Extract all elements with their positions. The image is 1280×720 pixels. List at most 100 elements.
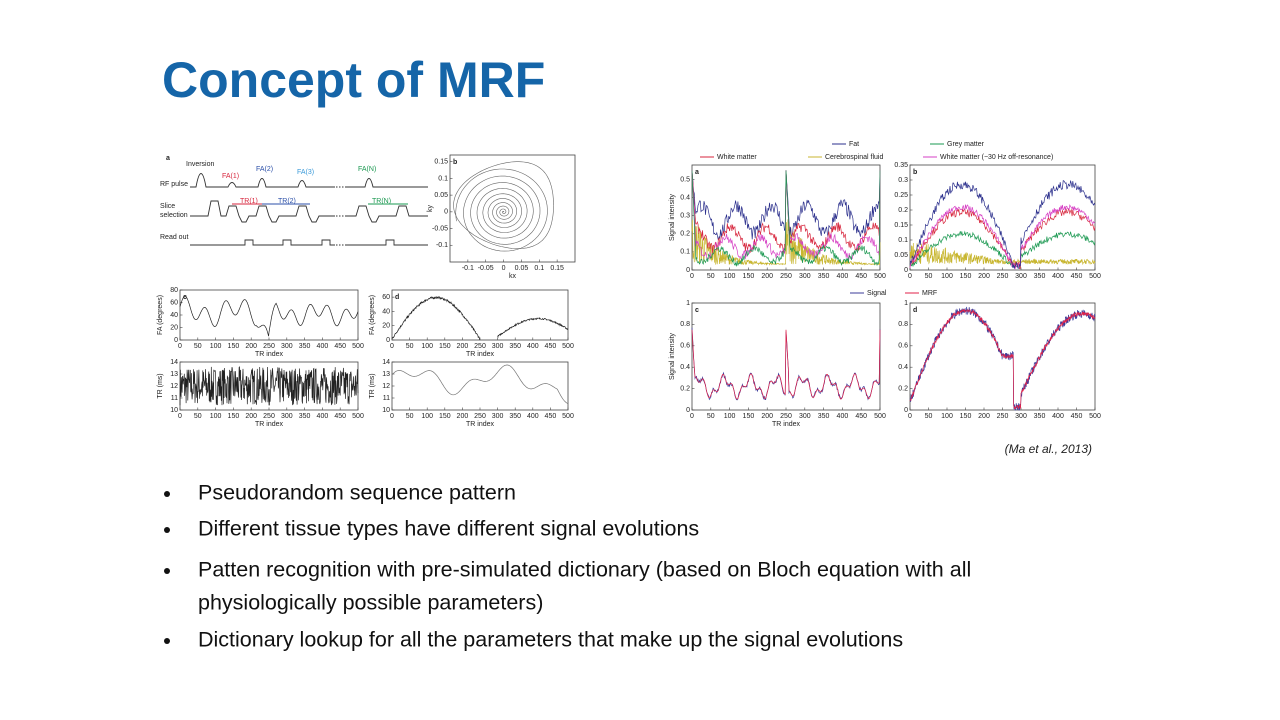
panel-label: a [166,155,170,162]
y-tick-label: 0.3 [680,213,690,220]
curve [909,242,1096,266]
y-tick-label: 1 [686,300,690,307]
y-tick-label: 0.4 [680,364,690,371]
y-tick-label: 12 [382,383,390,390]
curve [691,329,881,400]
x-tick-label: 50 [925,273,933,280]
x-tick-label: 250 [780,413,792,420]
slice-trace [345,205,428,223]
x-tick-label: 500 [562,343,574,350]
y-tick-label: 0.1 [898,237,908,244]
x-tick-label: 400 [527,343,539,350]
y-axis-label: Signal intensity [669,193,676,241]
x-tick-label: 50 [194,343,202,350]
y-tick-label: -0.1 [436,242,448,249]
x-tick-label: 450 [334,343,346,350]
curve [909,308,1096,410]
x-tick-label: 0 [390,413,394,420]
x-tick-label: 100 [210,343,222,350]
y-tick-label: 0.2 [680,231,690,238]
x-tick-label: 250 [263,413,275,420]
label: Read out [160,234,188,241]
x-tick-label: 400 [317,343,329,350]
bullet-text: Dictionary lookup for all the parameters… [198,628,903,652]
label: FA(3) [297,169,314,176]
y-tick-label: 0 [904,267,908,274]
x-tick-label: 400 [837,413,849,420]
x-tick-label: 150 [960,413,972,420]
curve [691,170,881,267]
curve [909,208,1096,270]
x-tick-label: 450 [855,413,867,420]
panel-label: c [695,307,699,314]
label: selection [160,212,188,219]
bullet-dot [164,638,170,644]
x-tick-label: 300 [281,413,293,420]
y-tick-label: 60 [170,299,178,306]
plot-frame [449,154,576,263]
x-tick-label: 350 [299,343,311,350]
x-tick-label: 250 [474,413,486,420]
y-tick-label: 0.2 [898,385,908,392]
x-tick-label: 150 [743,413,755,420]
trajectory [453,161,554,249]
x-tick-label: 500 [352,413,364,420]
x-tick-label: 300 [492,343,504,350]
curve [391,364,569,405]
legend-label: Fat [849,141,859,148]
x-tick-label: 100 [421,343,433,350]
label: Slice [160,203,175,210]
x-tick-label: 300 [281,343,293,350]
y-tick-label: 0.05 [434,192,448,199]
curve [909,230,1096,269]
x-tick-label: 350 [1034,413,1046,420]
x-tick-label: 400 [1052,273,1064,280]
curve [909,180,1096,270]
curve [909,204,1096,270]
x-tick-label: 0 [178,343,182,350]
y-tick-label: 40 [170,312,178,319]
bullet-text: Pseudorandom sequence pattern [198,481,516,505]
bullet-text: Different tissue types have different si… [198,517,699,541]
x-tick-label: 0.05 [515,265,529,272]
x-tick-label: 200 [245,413,257,420]
x-tick-label: 450 [1071,273,1083,280]
x-tick-label: 200 [761,413,773,420]
curve [391,295,568,341]
y-axis-label: Signal intensity [669,332,676,380]
x-tick-label: 200 [245,343,257,350]
x-tick-label: 450 [855,273,867,280]
y-tick-label: 0.1 [680,249,690,256]
label: TR(1) [240,198,258,205]
x-tick-label: 250 [997,413,1009,420]
x-tick-label: -0.1 [462,265,474,272]
y-axis-label: TR (ms) [157,373,164,398]
y-tick-label: 0.3 [898,177,908,184]
label: RF pulse [160,181,188,188]
panel-label: a [695,169,699,176]
x-tick-label: 400 [527,413,539,420]
y-tick-label: 0.4 [680,194,690,201]
legend-label: MRF [922,290,937,297]
x-tick-label: 200 [457,413,469,420]
trajectory [455,168,548,252]
panel-label: d [913,307,917,314]
label: FA(1) [222,173,239,180]
y-tick-label: 0.1 [438,175,448,182]
x-axis-label: TR index [466,421,495,428]
y-axis-label: TR (ms) [369,373,376,398]
x-tick-label: 50 [707,413,715,420]
panel-label: d [395,294,399,301]
x-axis-label: TR index [772,421,801,428]
y-tick-label: 0 [386,337,390,344]
x-tick-label: 350 [818,273,830,280]
label: TR(N) [372,198,391,205]
x-tick-label: 150 [960,273,972,280]
slice-trace [190,200,335,223]
y-axis-label: ky [427,205,434,213]
y-tick-label: 14 [382,359,390,366]
x-tick-label: 350 [1034,273,1046,280]
x-tick-label: 150 [743,273,755,280]
x-tick-label: 300 [1015,273,1027,280]
label: Inversion [186,161,215,168]
